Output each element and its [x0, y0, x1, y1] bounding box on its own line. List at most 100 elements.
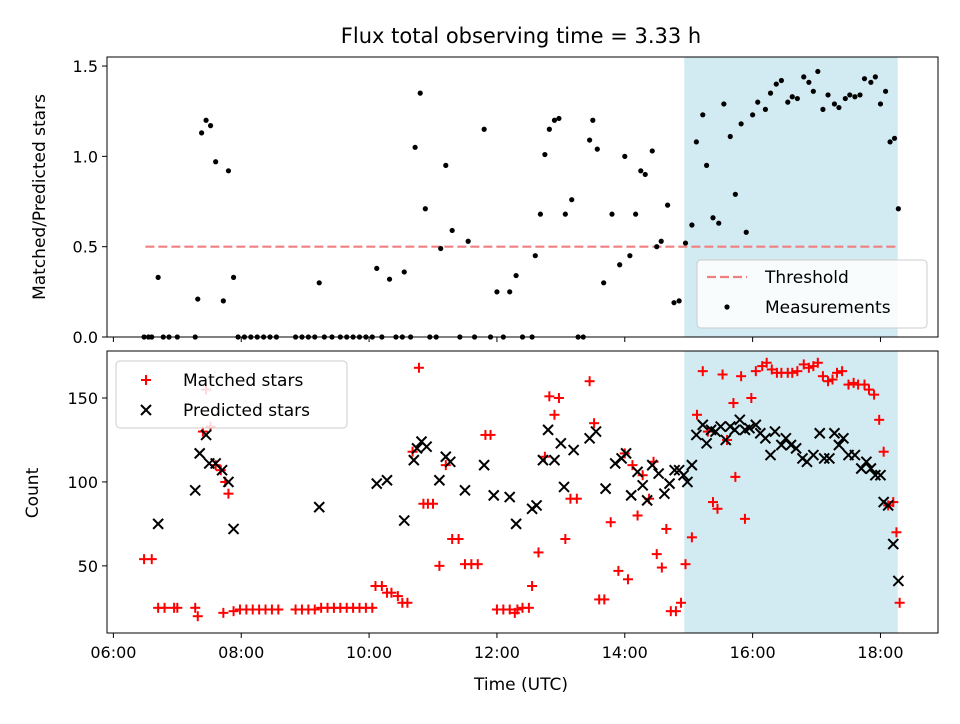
- measurement-point: [762, 106, 769, 112]
- measurement-point: [842, 95, 848, 102]
- predicted-point: [814, 427, 826, 439]
- matched-point: [832, 367, 843, 378]
- predicted-point-b: [567, 444, 580, 456]
- matched-point: [739, 513, 750, 524]
- measurement-point: [609, 211, 615, 217]
- measurement-point: [213, 159, 219, 165]
- top-frame: [106, 56, 939, 338]
- predicted-point-b: [371, 477, 383, 490]
- predicted-point: [636, 479, 649, 491]
- matched-point: [571, 493, 582, 504]
- matched-point: [656, 562, 667, 573]
- predicted-point: [865, 462, 877, 475]
- matched-point: [453, 534, 464, 544]
- predicted-point: [668, 464, 681, 476]
- predicted-point: [833, 439, 845, 451]
- predicted-point: [433, 474, 446, 486]
- measurement-point: [732, 191, 738, 197]
- predicted-point: [729, 424, 741, 436]
- measurement-point: [562, 211, 568, 217]
- predicted-point: [189, 484, 201, 497]
- predicted-point: [882, 499, 894, 512]
- predicted-point-b: [152, 518, 164, 530]
- measurement-point: [654, 244, 660, 250]
- matched-point: [560, 534, 571, 544]
- predicted-point: [769, 425, 781, 438]
- predicted-point: [408, 454, 420, 466]
- predicted-point: [193, 447, 206, 460]
- predicted-point-b: [530, 499, 543, 512]
- measurement-point: [891, 135, 898, 141]
- measurement-point: [716, 220, 722, 226]
- measurement-point: [481, 126, 487, 132]
- measurement-point: [633, 211, 639, 217]
- predicted-point-b: [785, 439, 797, 451]
- measurement-point: [671, 300, 677, 306]
- predicted-point-b: [860, 456, 873, 468]
- predicted-point-b: [227, 523, 240, 535]
- predicted-point: [152, 518, 164, 530]
- threshold-legend-label: Threshold: [764, 268, 849, 288]
- measurement-point: [836, 104, 842, 111]
- x-tick-label: 16:00: [730, 643, 776, 662]
- measurement-point: [861, 76, 868, 82]
- measurement-point: [587, 137, 593, 143]
- predicted-point-b: [769, 425, 781, 438]
- measurement-point: [847, 92, 853, 98]
- predicted-point-b: [754, 427, 767, 439]
- predicted-point: [313, 501, 325, 513]
- predicted-point-b: [652, 467, 665, 480]
- predicted-point-b: [658, 487, 671, 500]
- matched-point: [159, 602, 170, 613]
- measurement-point: [689, 222, 695, 228]
- matched-point: [392, 591, 403, 602]
- predicted-point-b: [780, 432, 792, 444]
- measurement-point: [727, 133, 733, 140]
- predicted-point: [381, 474, 393, 486]
- matched-point: [402, 597, 413, 608]
- predicted-point-b: [415, 435, 428, 448]
- predicted-point-b: [714, 420, 727, 433]
- x-tick-label: 18:00: [857, 643, 903, 662]
- measurement-point: [810, 88, 816, 94]
- predicted-point-b: [590, 425, 602, 438]
- predicted-point-b: [686, 459, 698, 471]
- measurement-point: [627, 253, 633, 259]
- measurement-point: [569, 197, 575, 203]
- measurement-point: [857, 92, 863, 98]
- bottom-panel: 50 100 150 06:00 08:00 10:00 12:00 14:00 16:00 18…: [67, 350, 939, 662]
- predicted-point: [625, 489, 637, 502]
- predicted-point-b: [200, 429, 212, 441]
- matched-point: [676, 597, 687, 608]
- predicted-point-b: [411, 442, 423, 455]
- matched-point: [878, 446, 889, 457]
- matched-point: [891, 527, 902, 538]
- predicted-point-b: [705, 424, 717, 436]
- predicted-point-b: [764, 449, 777, 461]
- measurement-point: [895, 206, 901, 212]
- matched-point: [888, 497, 899, 508]
- predicted-point: [700, 437, 713, 450]
- predicted-point-b: [222, 476, 235, 488]
- predicted-point: [371, 477, 383, 490]
- matched-point: [798, 359, 809, 370]
- matched-point: [680, 559, 691, 570]
- matched-point: [146, 554, 157, 565]
- predicted-point: [849, 449, 861, 461]
- measurement-point: [877, 101, 884, 107]
- predicted-point-b: [631, 466, 644, 478]
- matched-point: [549, 409, 560, 420]
- matched-point: [766, 364, 777, 375]
- measurement-point: [750, 112, 756, 118]
- predicted-point-b: [734, 414, 746, 426]
- measurement-point: [594, 146, 600, 152]
- measurement-point: [676, 298, 682, 304]
- matched-point: [428, 498, 439, 509]
- predicted-point: [869, 469, 882, 481]
- predicted-point: [714, 420, 727, 433]
- measurement-point: [494, 289, 500, 295]
- measurement-point: [590, 117, 596, 123]
- predicted-point-b: [790, 442, 802, 455]
- predicted-point-b: [729, 424, 741, 436]
- matched-point: [823, 376, 834, 387]
